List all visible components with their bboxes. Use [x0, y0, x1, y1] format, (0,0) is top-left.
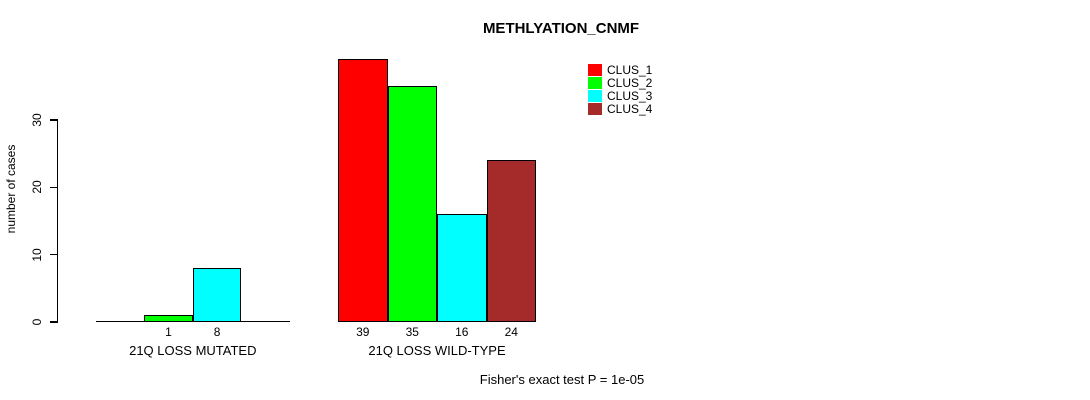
y-tick	[50, 186, 58, 189]
legend-label: CLUS_2	[607, 76, 653, 90]
bar-clus_3-mutated	[192, 268, 242, 322]
y-tick-label: 10	[30, 247, 44, 262]
bar-value-label: 39	[356, 325, 370, 339]
bar-clus_2-wild-type	[387, 86, 437, 322]
y-tick	[50, 253, 58, 256]
bar-value-label: 8	[213, 325, 221, 339]
y-tick	[50, 119, 58, 121]
group-label-wild-type: 21Q LOSS WILD-TYPE	[368, 343, 506, 358]
bar-clus_1-wild-type	[338, 59, 388, 322]
group-label-mutated: 21Q LOSS MUTATED	[129, 343, 257, 358]
chart-title: METHLYATION_CNMF	[482, 20, 640, 37]
legend-swatch-icon	[588, 77, 602, 89]
bar-clus_2-mutated	[144, 315, 193, 322]
bar-value-label: 16	[455, 325, 469, 339]
legend-swatch-icon	[588, 90, 602, 102]
legend-swatch-icon	[588, 103, 602, 115]
fisher-test-annotation: Fisher's exact test P = 1e-05	[479, 372, 645, 387]
bar-clus_4-wild-type	[486, 160, 536, 322]
bar-value-label: 24	[504, 325, 518, 339]
y-axis-line	[56, 120, 59, 322]
y-tick	[50, 321, 58, 323]
bar-clus_3-wild-type	[437, 214, 487, 322]
bar-value-label: 35	[405, 325, 419, 339]
y-tick-label: 0	[30, 318, 44, 326]
y-tick-label: 20	[30, 180, 44, 195]
legend-swatch-icon	[588, 64, 602, 76]
y-tick-label: 30	[30, 113, 44, 127]
y-axis-label: number of cases	[4, 144, 18, 234]
bar-value-label: 1	[165, 325, 172, 339]
legend-label: CLUS_4	[607, 102, 653, 116]
legend-label: CLUS_1	[607, 63, 653, 77]
legend-label: CLUS_3	[607, 89, 653, 103]
